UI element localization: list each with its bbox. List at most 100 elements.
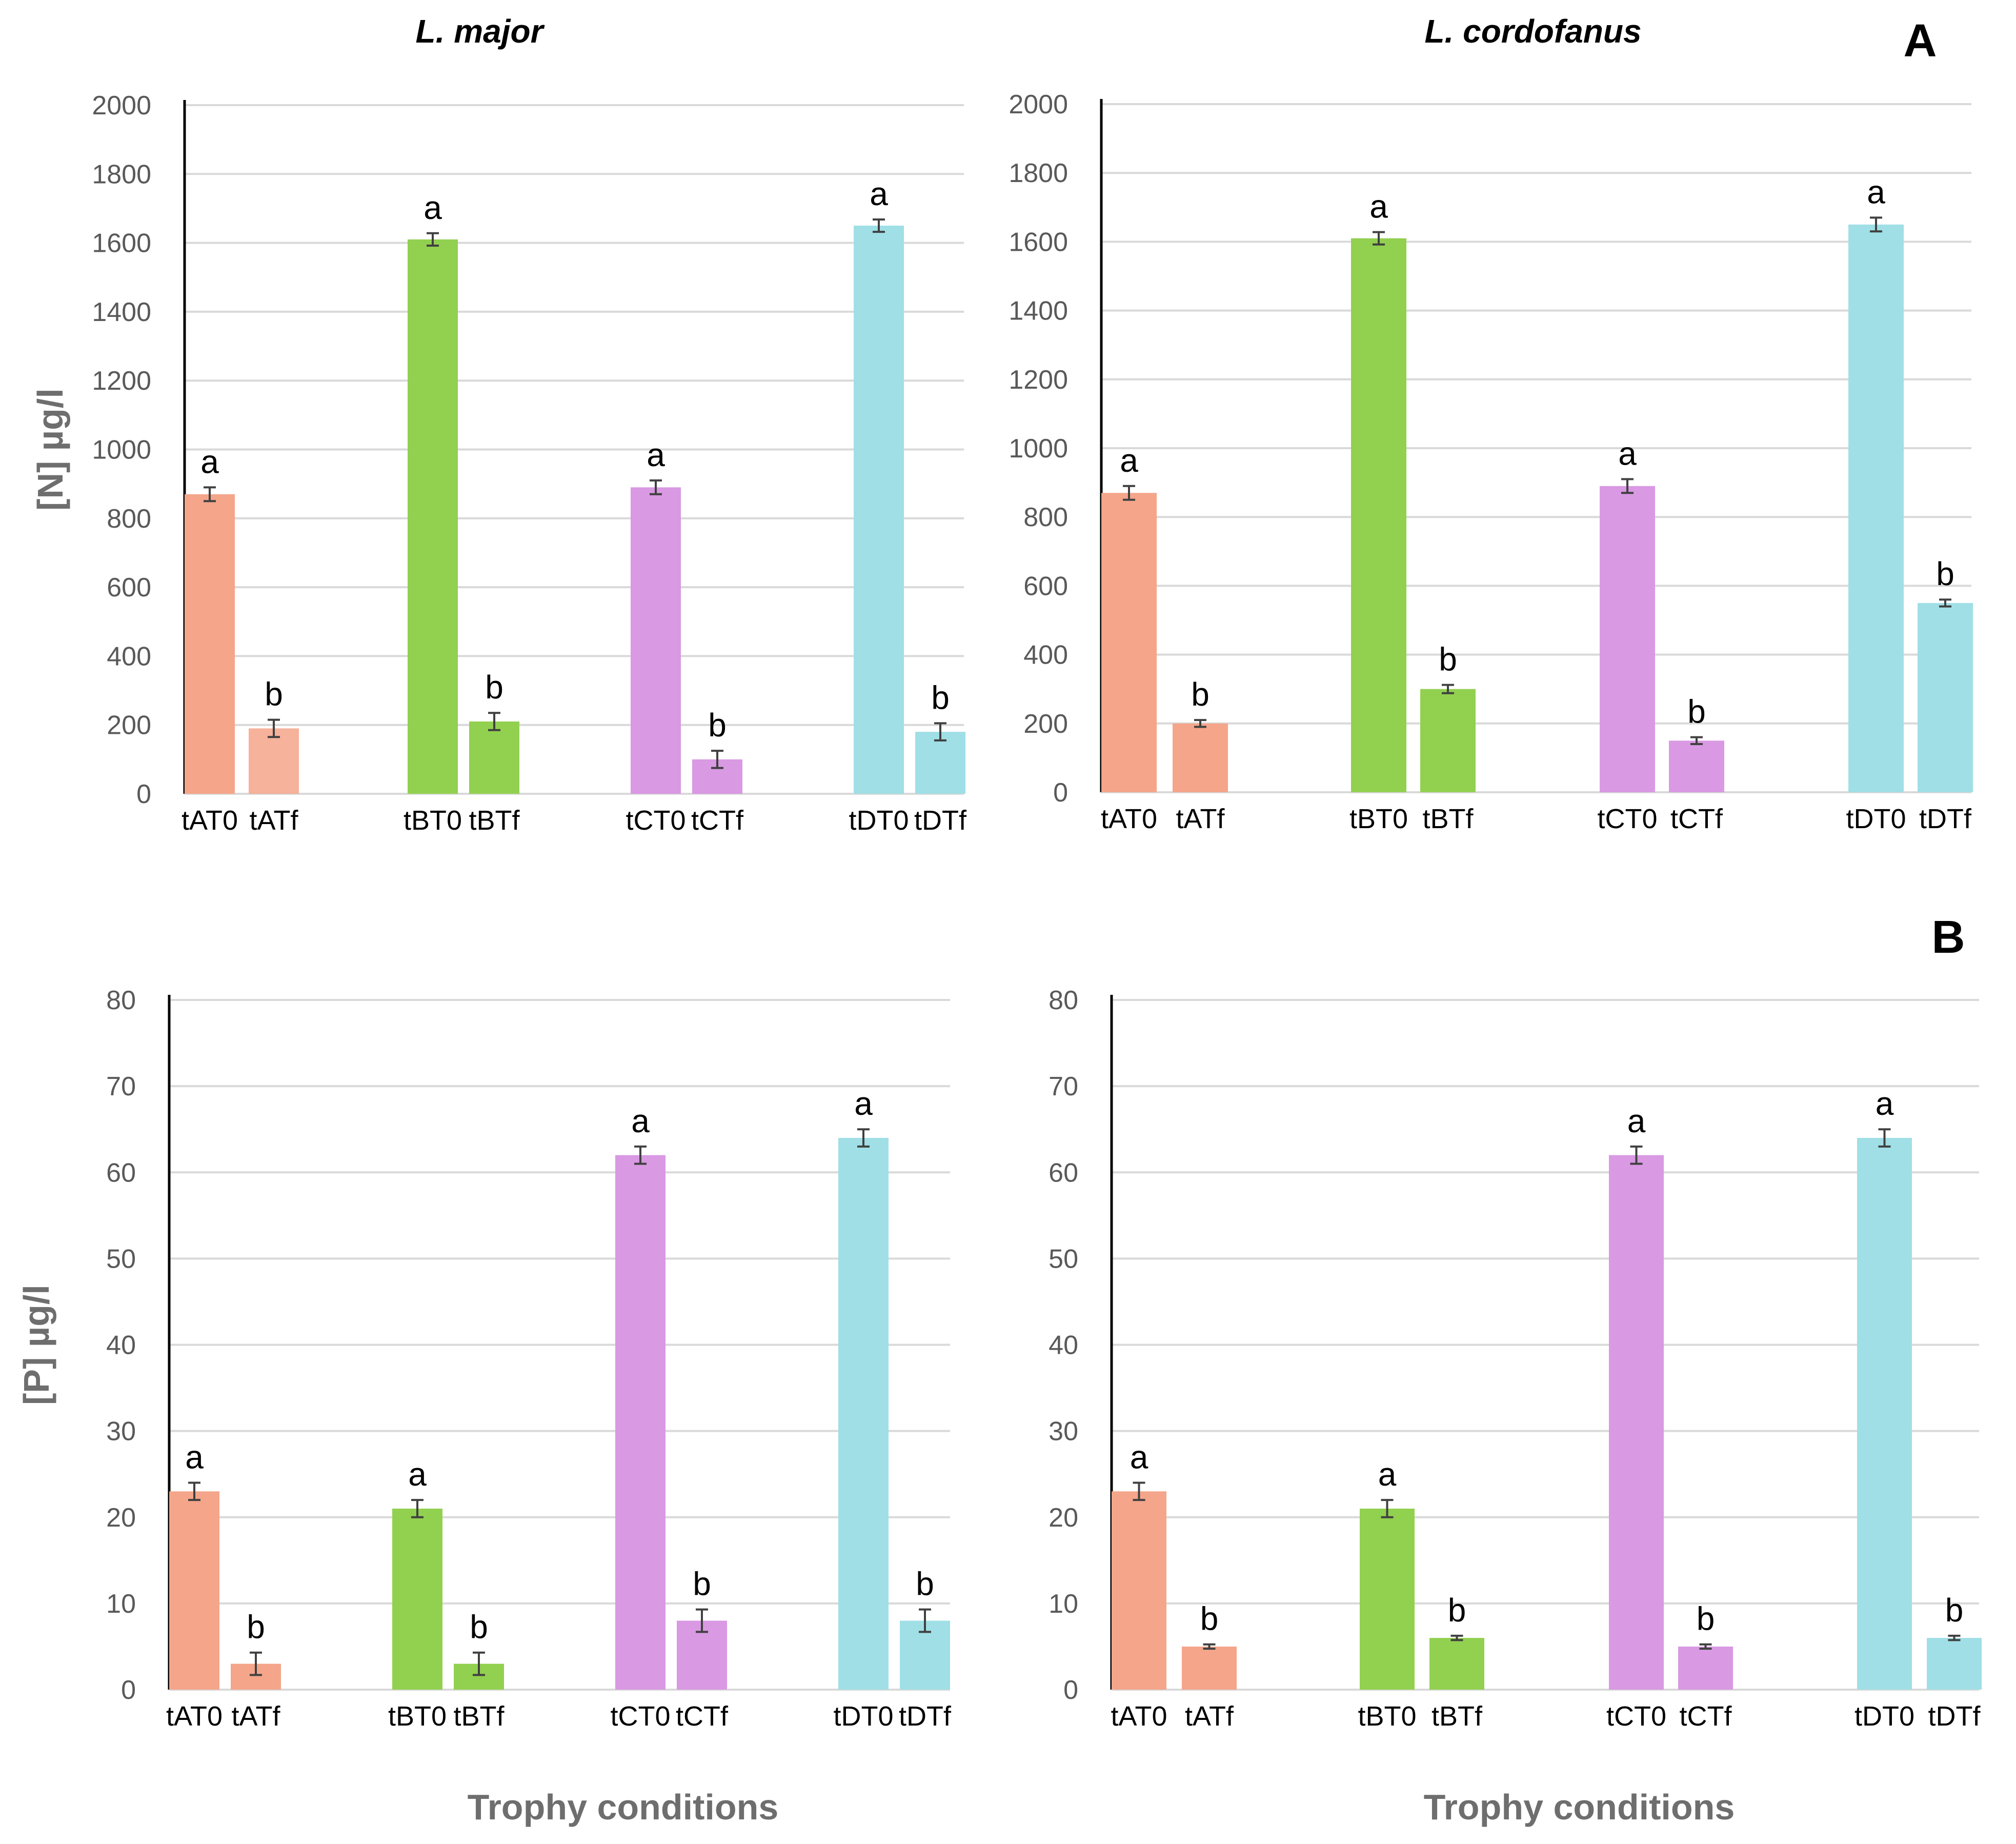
- y-tick-label: 40: [1049, 1331, 1078, 1360]
- significance-letter: a: [1876, 1085, 1894, 1122]
- y-tick-label: 20: [1049, 1503, 1078, 1533]
- bar-tDT0: [1848, 224, 1904, 793]
- bar-tBT0: [408, 239, 458, 794]
- significance-letter: a: [870, 175, 888, 212]
- y-tick-label: 0: [1063, 1675, 1078, 1705]
- y-tick-label: 200: [1023, 709, 1068, 739]
- chart-P_major: 0 10 20 30 40 50 60 70 80 [P] µg/l a tAT0 b tATf a tBT0…: [16, 986, 952, 1732]
- y-tick-label: 30: [1049, 1417, 1078, 1447]
- category-label: tATf: [1176, 804, 1225, 834]
- y-tick-label: 50: [1049, 1244, 1078, 1274]
- bar-tCT0: [631, 487, 681, 794]
- y-tick-label: 600: [107, 573, 151, 603]
- bar-tATf: [249, 728, 299, 794]
- y-tick-label: 60: [1049, 1158, 1078, 1188]
- panel-label-a: A: [1904, 15, 1937, 67]
- significance-letter: a: [1130, 1439, 1148, 1476]
- y-tick-label: 1200: [1009, 365, 1068, 395]
- significance-letter: a: [200, 443, 219, 480]
- bar-tDT0: [838, 1138, 889, 1690]
- category-label: tBT0: [1349, 804, 1408, 834]
- category-label: tBTf: [453, 1701, 505, 1732]
- chart-P_cordofanus: 0 10 20 30 40 50 60 70 80 a tAT0 b tATf a tBT0 b tBTf a tC…: [1049, 986, 1982, 1732]
- significance-letter: a: [424, 189, 442, 226]
- category-label: tBT0: [1358, 1701, 1416, 1732]
- y-tick-label: 600: [1023, 571, 1068, 601]
- y-tick-label: 50: [106, 1244, 136, 1274]
- category-label: tBTf: [469, 805, 520, 836]
- bar-tCTf: [1669, 740, 1724, 792]
- significance-letter: a: [647, 436, 665, 473]
- significance-letter: b: [708, 707, 727, 744]
- category-label: tDT0: [849, 805, 909, 836]
- bar-tCT0: [1600, 486, 1655, 792]
- bar-tDTf: [1927, 1638, 1982, 1690]
- y-tick-label: 0: [121, 1675, 136, 1705]
- category-label: tCT0: [626, 805, 686, 836]
- bar-tATf: [1182, 1646, 1237, 1690]
- y-tick-label: 1400: [1009, 296, 1068, 326]
- category-label: tDT0: [833, 1701, 893, 1732]
- significance-letter: b: [1439, 641, 1457, 678]
- significance-letter: b: [1936, 555, 1954, 592]
- bar-tAT0: [1112, 1491, 1166, 1690]
- category-label: tDTf: [914, 805, 967, 836]
- y-tick-label: 0: [136, 779, 151, 809]
- y-tick-label: 400: [1023, 640, 1068, 670]
- bar-tCT0: [615, 1155, 666, 1690]
- category-label: tBTf: [1432, 1701, 1483, 1732]
- category-label: tAT0: [1111, 1701, 1167, 1732]
- y-tick-label: 800: [1023, 503, 1068, 532]
- y-tick-label: 30: [106, 1417, 136, 1447]
- y-tick-label: 1200: [92, 366, 151, 396]
- y-tick-label: 800: [107, 504, 151, 534]
- category-label: tCT0: [1597, 804, 1657, 834]
- category-label: tATf: [231, 1701, 280, 1732]
- significance-letter: a: [631, 1103, 650, 1139]
- category-label: tDTf: [899, 1701, 952, 1732]
- y-tick-label: 70: [106, 1072, 136, 1101]
- significance-letter: b: [1687, 693, 1706, 730]
- y-tick-label: 70: [1049, 1072, 1078, 1101]
- bar-tAT0: [169, 1491, 219, 1690]
- category-label: tDT0: [1854, 1701, 1914, 1732]
- category-label: tAT0: [182, 805, 238, 836]
- x-axis-title-right: Trophy conditions: [1424, 1787, 1735, 1827]
- y-tick-label: 2000: [92, 91, 151, 121]
- significance-letter: b: [916, 1566, 934, 1602]
- bar-tCT0: [1609, 1155, 1664, 1690]
- category-label: tCT0: [610, 1701, 670, 1732]
- y-tick-label: 20: [106, 1503, 136, 1533]
- significance-letter: b: [931, 679, 950, 716]
- category-label: tATf: [1185, 1701, 1234, 1732]
- bar-tDT0: [1857, 1138, 1912, 1690]
- y-tick-label: 1800: [92, 159, 151, 189]
- y-tick-label: 80: [1049, 986, 1078, 1015]
- category-label: tAT0: [166, 1701, 223, 1732]
- significance-letter: b: [470, 1609, 488, 1646]
- chart-N_cordofanus: 0 200 400 600 800 1000 1200 1400 1600 1800 2000 a tA…: [1009, 90, 1973, 834]
- bar-tBT0: [1351, 238, 1406, 793]
- bar-tCTf: [1678, 1646, 1733, 1690]
- y-tick-label: 200: [107, 711, 151, 740]
- significance-letter: b: [485, 669, 503, 706]
- chart-N_major: 0 200 400 600 800 1000 1200 1400 1600 1800 2000 [N]…: [30, 91, 967, 836]
- bar-tAT0: [1101, 493, 1157, 792]
- significance-letter: a: [185, 1439, 204, 1476]
- y-tick-label: 10: [1049, 1589, 1078, 1619]
- significance-letter: b: [1945, 1592, 1964, 1629]
- significance-letter: a: [854, 1085, 873, 1122]
- category-label: tDT0: [1846, 804, 1906, 834]
- bar-tBT0: [1360, 1508, 1415, 1690]
- y-tick-label: 1000: [92, 435, 151, 465]
- bar-tBTf: [1429, 1638, 1484, 1690]
- bar-tBTf: [469, 721, 519, 794]
- y-tick-label: 1600: [92, 229, 151, 258]
- significance-letter: a: [1120, 442, 1138, 479]
- x-axis-title-left: Trophy conditions: [468, 1787, 779, 1827]
- category-label: tCT0: [1606, 1701, 1666, 1732]
- category-label: tATf: [249, 805, 298, 836]
- y-tick-label: 0: [1053, 778, 1068, 808]
- category-label: tBT0: [404, 805, 462, 836]
